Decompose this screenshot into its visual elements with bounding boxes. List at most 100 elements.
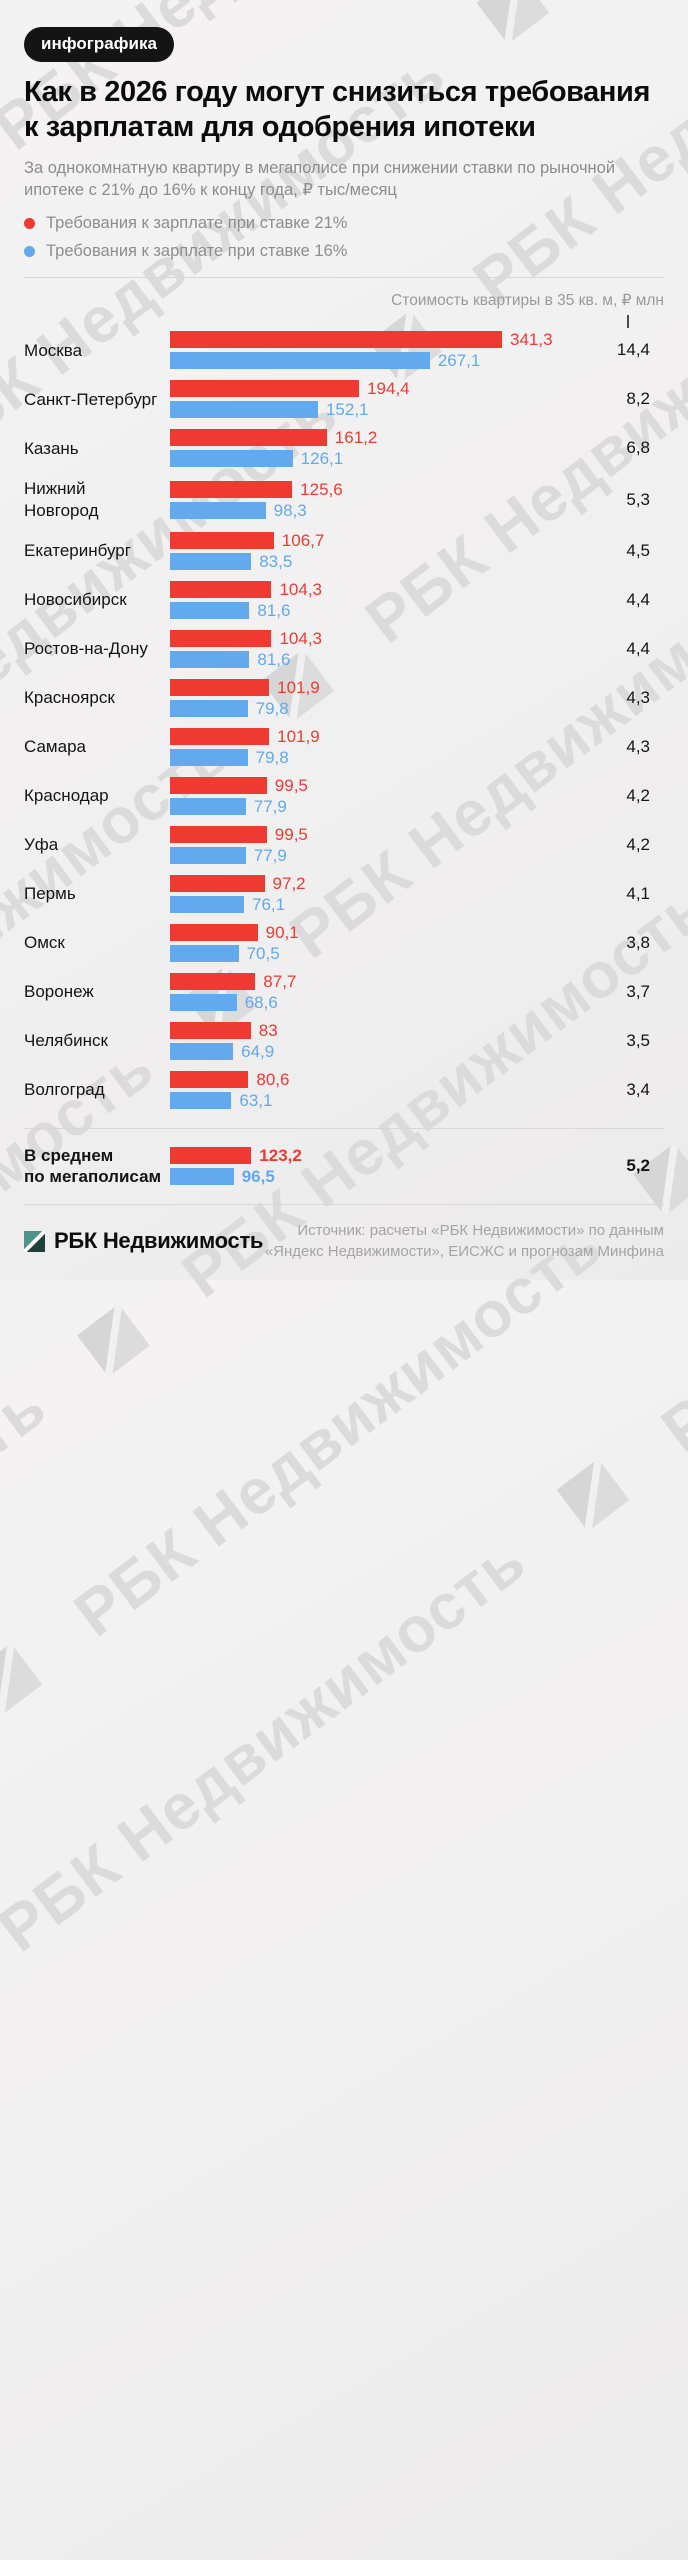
bar-value: 126,1 xyxy=(300,449,344,469)
source-line2: «Яндекс Недвижимости», ЕИСЖС и прогнозам… xyxy=(264,1243,664,1261)
average-bars: 123,2 96,5 xyxy=(170,1147,584,1186)
chart-row: Волгоград 80,6 63,1 3,4 xyxy=(24,1070,664,1110)
bar-value: 76,1 xyxy=(252,894,286,914)
bar-value: 125,6 xyxy=(300,479,343,499)
apartment-price-value: 4,2 xyxy=(626,785,650,805)
blue-dot-icon xyxy=(24,246,35,258)
watermark-text: РБК Недвижимость xyxy=(61,1208,615,1651)
source-note: Источник: расчеты «РБК Недвижимости» по … xyxy=(265,1220,664,1262)
bar-value: 63,1 xyxy=(239,1090,273,1110)
bar xyxy=(170,727,270,745)
apartment-price-value: 4,1 xyxy=(626,883,650,903)
bar-line: 96,5 xyxy=(170,1168,584,1186)
watermark-text: РБК Недвижимость xyxy=(0,1523,539,1966)
average-label-line2: по мегаполисам xyxy=(24,1167,162,1187)
city-label: Казань xyxy=(24,438,79,458)
bar-line: 99,5 xyxy=(170,775,584,795)
bar-line: 106,7 xyxy=(170,530,584,550)
bar-line: 101,9 xyxy=(170,677,584,697)
watermark-text: РБК Недвижимость xyxy=(0,1369,59,1811)
city-bars: 194,4 152,1 xyxy=(170,380,584,420)
bar-value: 97,2 xyxy=(272,873,306,893)
bar xyxy=(170,650,250,668)
city-bars: 106,7 83,5 xyxy=(170,530,584,570)
chart-row: Ростов-на-Дону 104,3 81,6 4,4 xyxy=(24,628,664,669)
bar xyxy=(170,874,265,892)
apartment-price-value: 4,3 xyxy=(626,687,650,707)
bar xyxy=(170,825,267,843)
apartment-price-value: 4,4 xyxy=(626,638,650,658)
bar-value: 81,6 xyxy=(257,600,291,620)
city-label: Санкт-Петербург xyxy=(24,389,158,409)
infographic-badge: инфографика xyxy=(24,27,174,62)
chart-row: Самара 101,9 79,8 4,3 xyxy=(24,727,664,767)
bar-value: 106,7 xyxy=(281,530,325,550)
bar-line: 63,1 xyxy=(170,1090,584,1110)
average-row-label: В среднем по мегаполисам xyxy=(24,1145,170,1188)
chart-row: Екатеринбург 106,7 83,5 4,5 xyxy=(24,530,664,570)
bar-line: 87,7 xyxy=(170,971,584,991)
bar xyxy=(170,380,360,398)
bar xyxy=(170,552,252,570)
city-label: Волгоград xyxy=(24,1080,105,1100)
city-label: Воронеж xyxy=(24,982,94,1002)
chart-row: Уфа 99,5 77,9 4,2 xyxy=(24,824,664,864)
divider-average-top xyxy=(24,1127,664,1129)
bar-line: 90,1 xyxy=(170,922,584,942)
bar-value: 81,6 xyxy=(257,649,291,669)
bar xyxy=(170,846,246,864)
bar-line: 97,2 xyxy=(170,873,584,893)
city-bars: 97,2 76,1 xyxy=(170,873,584,914)
bar-value: 152,1 xyxy=(325,400,369,420)
apartment-price-value: 4,5 xyxy=(626,540,650,560)
bar-value: 99,5 xyxy=(274,824,308,844)
city-bars: 90,1 70,5 xyxy=(170,922,584,962)
bar xyxy=(170,331,502,349)
city-bars: 101,9 79,8 xyxy=(170,727,584,767)
apartment-price-value: 8,2 xyxy=(626,389,650,409)
bar-line: 101,9 xyxy=(170,727,584,745)
bar-line: 76,1 xyxy=(170,894,584,914)
bar-value: 79,8 xyxy=(255,747,289,767)
bar xyxy=(170,993,237,1011)
bar-line: 83 xyxy=(170,1021,584,1039)
bar-line: 70,5 xyxy=(170,944,584,962)
bar xyxy=(170,1168,234,1186)
apartment-price-value: 4,3 xyxy=(626,736,650,756)
bar-value: 104,3 xyxy=(279,628,322,648)
bar-value: 99,5 xyxy=(274,775,308,795)
price-column-header: Стоимость квартиры в 35 кв. м, ₽ млн xyxy=(391,292,664,310)
bar-value: 267,1 xyxy=(437,351,481,371)
city-label: Самара xyxy=(24,737,86,757)
city-bars: 161,2 126,1 xyxy=(170,429,584,469)
city-bars: 104,3 81,6 xyxy=(170,580,584,620)
city-label: Уфа xyxy=(24,835,59,855)
bar-line: 341,3 xyxy=(170,331,584,349)
legend-item-rate16: Требования к зарплате при ставке 16% xyxy=(24,242,664,261)
bar-value: 68,6 xyxy=(244,992,278,1012)
city-bars: 99,5 77,9 xyxy=(170,824,584,864)
bar xyxy=(170,678,270,696)
bar-value: 90,1 xyxy=(265,922,299,942)
bar-line: 98,3 xyxy=(170,501,584,519)
red-dot-icon xyxy=(24,218,35,230)
bar xyxy=(170,923,258,941)
city-bars: 87,7 68,6 xyxy=(170,971,584,1012)
footer: РБК Недвижимость Источник: расчеты «РБК … xyxy=(24,1220,664,1262)
city-label: Пермь xyxy=(24,884,76,904)
apartment-price-value: 3,5 xyxy=(626,1030,650,1050)
rbc-realty-logo: РБК Недвижимость xyxy=(24,1228,263,1254)
bar xyxy=(170,580,272,598)
city-bars: 99,5 77,9 xyxy=(170,775,584,815)
bar xyxy=(170,1021,251,1039)
bar xyxy=(170,1091,232,1109)
city-label: Омск xyxy=(24,933,65,953)
bar-value: 64,9 xyxy=(241,1041,275,1061)
city-bars: 83 64,9 xyxy=(170,1021,584,1061)
chart-row: Воронеж 87,7 68,6 3,7 xyxy=(24,971,664,1012)
bar xyxy=(170,352,430,370)
bar-value: 101,9 xyxy=(277,677,320,697)
bar-value: 87,7 xyxy=(263,971,297,991)
bar-value: 79,8 xyxy=(255,698,289,718)
city-bars: 104,3 81,6 xyxy=(170,628,584,669)
